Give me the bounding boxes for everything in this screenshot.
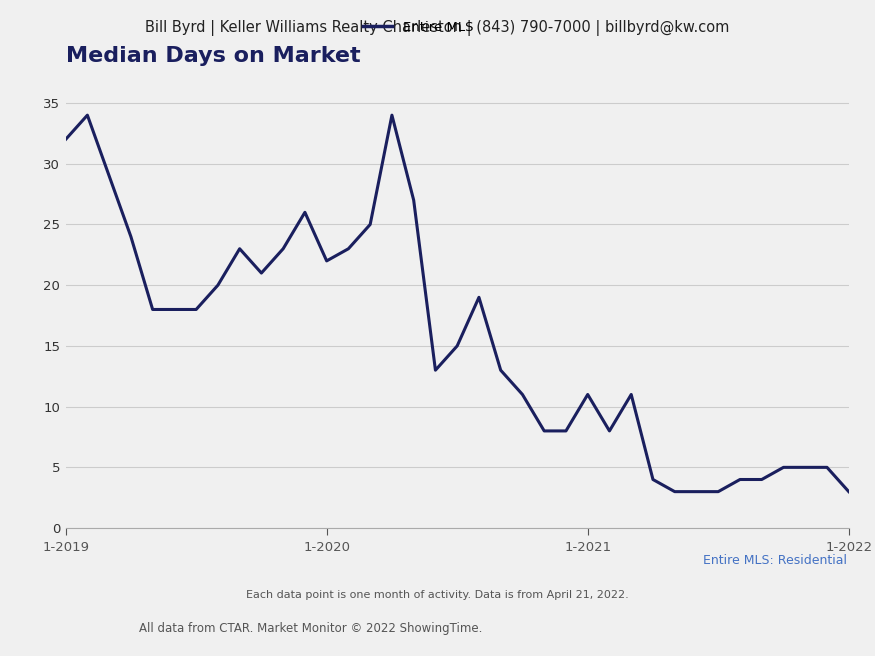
Text: Median Days on Market: Median Days on Market xyxy=(66,46,360,66)
Text: Bill Byrd | Keller Williams Realty Charleston | (843) 790-7000 | billbyrd@kw.com: Bill Byrd | Keller Williams Realty Charl… xyxy=(145,20,730,36)
Text: All data from CTAR. Market Monitor © 2022 ShowingTime.: All data from CTAR. Market Monitor © 202… xyxy=(139,622,482,635)
Text: Each data point is one month of activity. Data is from April 21, 2022.: Each data point is one month of activity… xyxy=(246,590,629,600)
Legend: Entire MLS: Entire MLS xyxy=(358,16,479,39)
Text: Entire MLS: Residential: Entire MLS: Residential xyxy=(703,554,847,567)
